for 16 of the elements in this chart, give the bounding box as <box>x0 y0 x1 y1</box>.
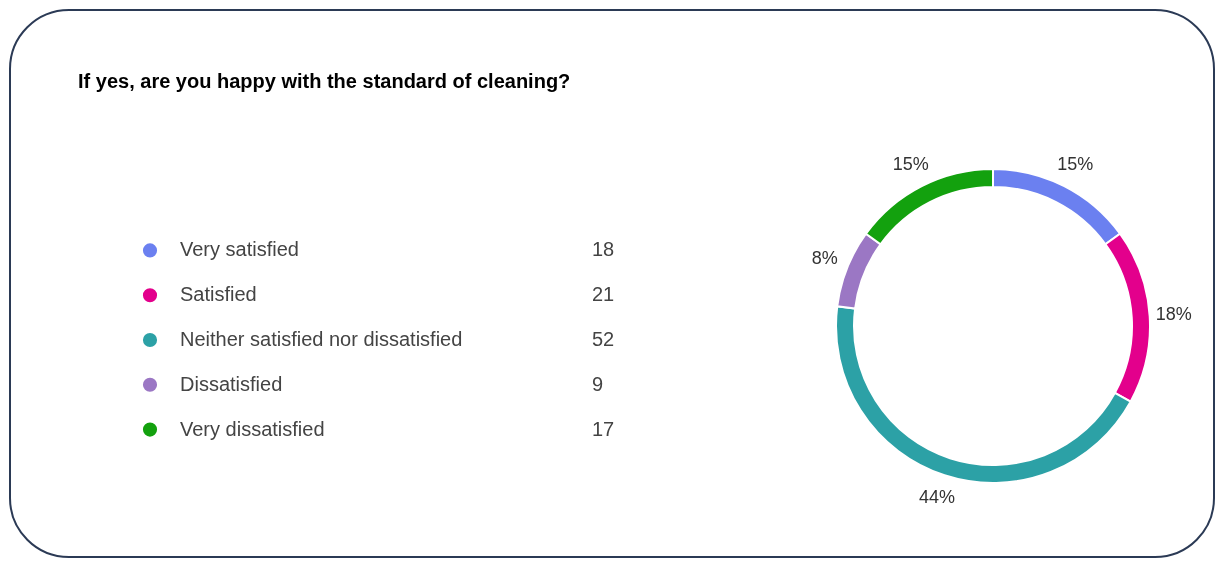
legend-label: Very dissatisfied <box>180 417 325 440</box>
data-label: 44% <box>919 487 956 508</box>
text: 18 <box>592 238 615 261</box>
text: 9 <box>592 372 604 395</box>
data-label: 15% <box>1057 153 1094 174</box>
chart-title: If yes, are you happy with the standard of cleaning? <box>78 70 571 92</box>
legend-label: Dissatisfied <box>180 372 283 395</box>
legend-label: Satisfied <box>180 283 257 306</box>
data-label: 15% <box>892 153 929 174</box>
text: 21 <box>592 283 615 306</box>
legend-label: Very satisfied <box>180 238 299 261</box>
text: 17 <box>592 417 615 440</box>
text: 52 <box>592 328 615 350</box>
data-label: 18% <box>1155 303 1192 324</box>
data-label: 8% <box>811 248 838 269</box>
legend-label: Neither satisfied nor dissatisfied <box>180 328 463 350</box>
